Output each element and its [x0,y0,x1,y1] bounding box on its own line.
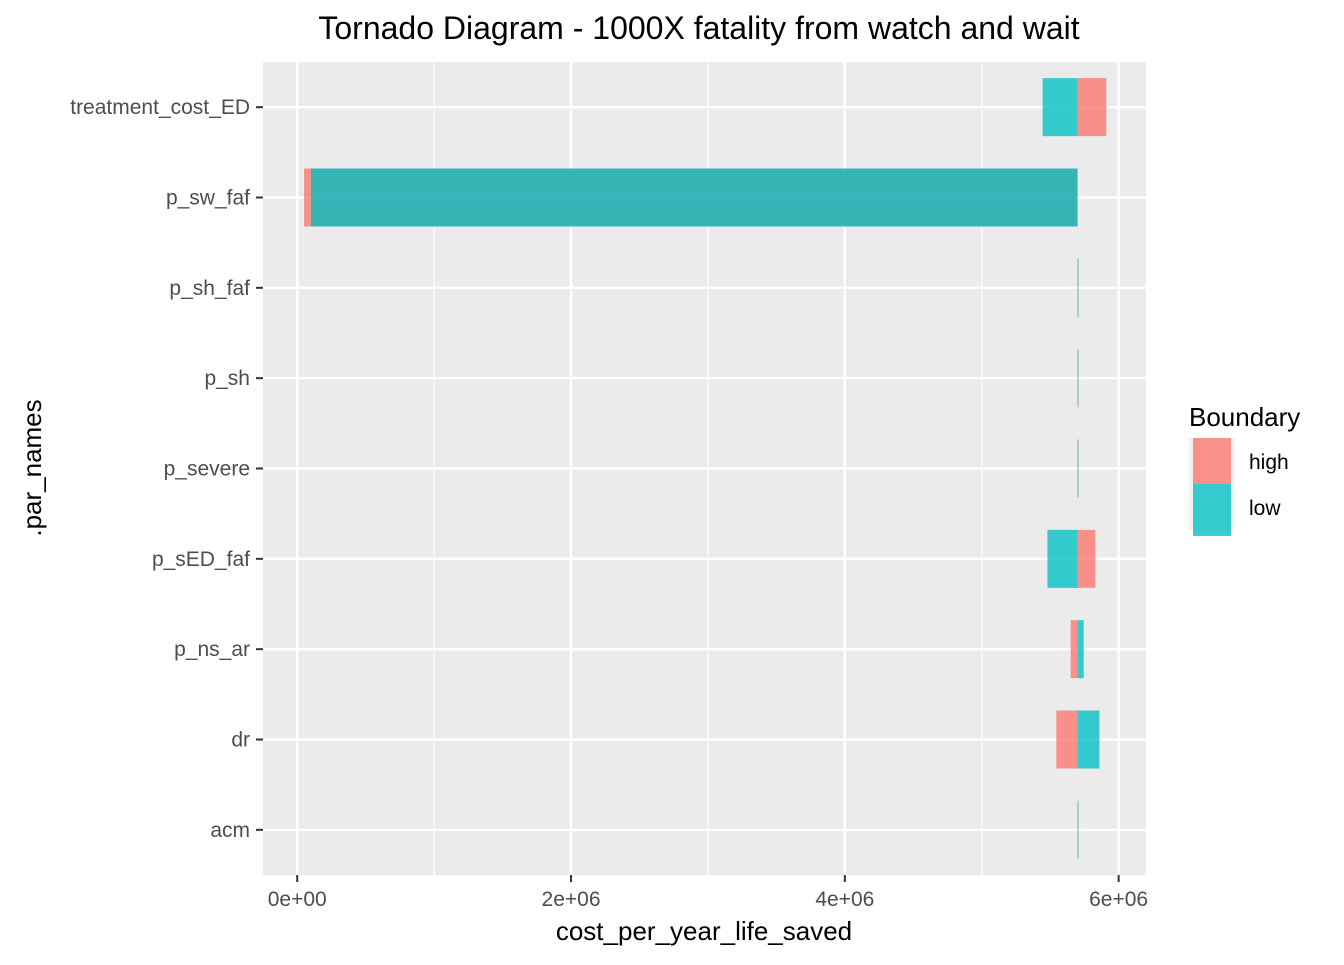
legend-title: Boundary [1189,402,1300,432]
y-tick-label: p_sw_faf [166,187,250,210]
bar-high-dr [1056,710,1078,769]
y-axis: treatment_cost_ED p_sw_faf p_sh_faf p_sh p_s… [70,96,263,842]
y-tick-label: treatment_cost_ED [70,96,250,119]
legend-label-low: low [1249,497,1281,520]
x-axis-title: cost_per_year_life_saved [556,916,852,946]
y-tick-label: p_ns_ar [174,638,250,661]
bar-high-p_sED_faf [1077,529,1096,588]
bar-high-p_ns_ar [1070,620,1078,679]
y-tick-label: p_sh [204,367,250,390]
x-tick-label: 4e+06 [815,888,874,911]
legend-key-low [1193,484,1231,536]
bar-low-dr [1077,710,1100,769]
x-tick-label: 6e+06 [1089,888,1148,911]
y-axis-title: .par_names [17,399,47,536]
y-tick-label: p_sh_faf [169,277,250,300]
y-tick-label: p_severe [164,458,250,481]
y-tick-label: acm [210,819,250,842]
x-tick-label: 2e+06 [542,888,601,911]
legend-items: high low [1189,438,1289,536]
bar-low-p_sh [1077,349,1079,408]
x-tick-label: 0e+00 [268,888,327,911]
y-tick-label: dr [231,729,250,752]
bar-low-p_sw_faf [310,168,1078,227]
bar-low-p_ns_ar [1077,620,1084,679]
bar-low-acm [1077,800,1079,859]
x-axis: 0e+00 2e+06 4e+06 6e+06 [268,875,1148,911]
bar-low-p_severe [1077,439,1079,498]
legend: Boundary high low [1189,402,1300,536]
bar-low-treatment_cost_ED [1042,78,1078,137]
chart-title: Tornado Diagram - 1000X fatality from wa… [318,10,1079,46]
legend-label-high: high [1249,451,1289,474]
bar-high-treatment_cost_ED [1077,78,1107,137]
bar-low-p_sED_faf [1047,529,1078,588]
bar-low-p_sh_faf [1077,258,1079,317]
legend-key-high [1193,438,1231,490]
y-tick-label: p_sED_faf [152,548,250,571]
bars [304,78,1107,859]
